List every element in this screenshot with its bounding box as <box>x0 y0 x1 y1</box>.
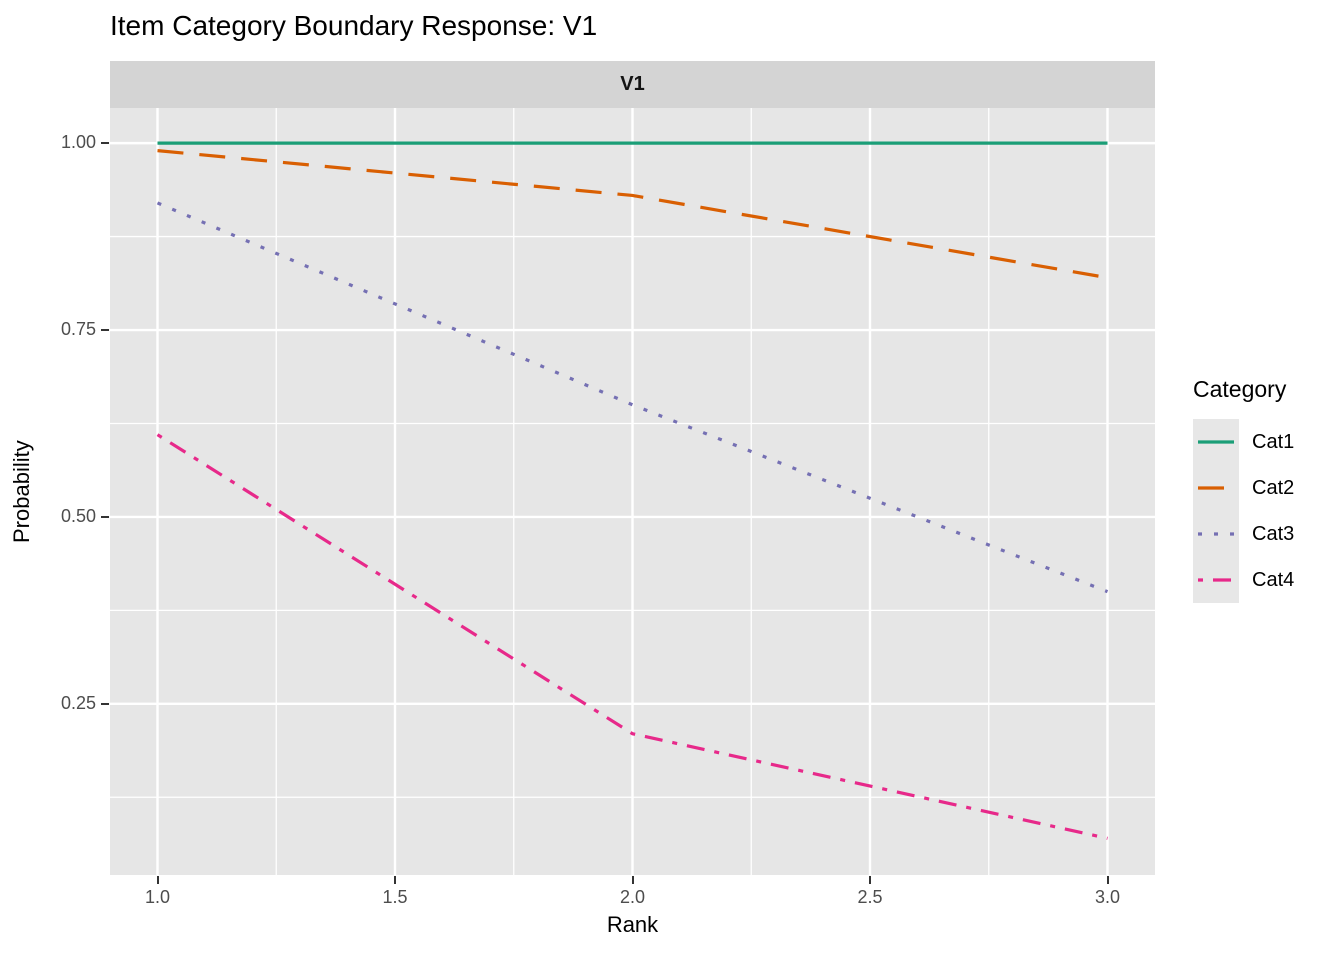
x-tick-mark <box>394 876 396 884</box>
legend-key-cat4 <box>1193 557 1239 603</box>
y-tick-label: 1.00 <box>60 132 96 153</box>
y-tick-mark <box>101 515 109 518</box>
legend-key-line <box>1198 578 1234 582</box>
y-tick-mark <box>101 329 109 332</box>
facet-strip-label: V1 <box>620 73 645 95</box>
y-tick-label: 0.75 <box>60 319 96 340</box>
y-tick-mark <box>101 142 109 145</box>
x-tick-mark <box>156 876 159 884</box>
x-tick-label: 2.5 <box>857 887 883 907</box>
chart-svg <box>110 108 1155 875</box>
legend: Category Cat1 Cat2 Cat3 Cat4 <box>1193 376 1294 603</box>
x-tick-mark <box>1106 876 1109 884</box>
legend-key-cat2 <box>1193 465 1239 511</box>
legend-label: Cat3 <box>1252 522 1295 545</box>
series-line-cat2 <box>157 149 1108 280</box>
x-tick-mark <box>869 876 871 884</box>
y-axis-title: Probability <box>9 440 34 543</box>
x-tick-label: 3.0 <box>1094 887 1121 907</box>
y-tick-label: 0.25 <box>60 692 96 713</box>
x-tick-mark <box>631 876 634 884</box>
legend-label: Cat4 <box>1252 568 1295 591</box>
x-tick-label: 1.0 <box>144 887 171 907</box>
legend-items: Cat1 Cat2 Cat3 Cat4 <box>1193 419 1294 603</box>
y-tick-mark <box>101 702 109 705</box>
legend-item: Cat2 <box>1193 465 1294 511</box>
legend-key-cat1 <box>1193 419 1239 465</box>
legend-key-line <box>1198 532 1234 536</box>
plot-title: Item Category Boundary Response: V1 <box>110 10 598 41</box>
legend-item: Cat4 <box>1193 557 1294 603</box>
x-tick-label: 1.5 <box>382 887 408 907</box>
legend-key-cat3 <box>1193 511 1239 557</box>
legend-label: Cat1 <box>1252 430 1295 453</box>
y-tick-label: 0.50 <box>60 505 96 526</box>
plot-panel <box>110 108 1155 875</box>
series-line-cat4 <box>156 433 1108 840</box>
legend-item: Cat1 <box>1193 419 1294 465</box>
x-tick-label: 2.0 <box>619 887 646 907</box>
legend-item: Cat3 <box>1193 511 1294 557</box>
x-axis-title: Rank <box>606 912 659 937</box>
facet-strip: V1 <box>110 61 1155 108</box>
legend-title: Category <box>1193 376 1287 402</box>
legend-key-line <box>1198 440 1234 444</box>
legend-key-line <box>1198 486 1234 490</box>
legend-label: Cat2 <box>1252 476 1295 499</box>
